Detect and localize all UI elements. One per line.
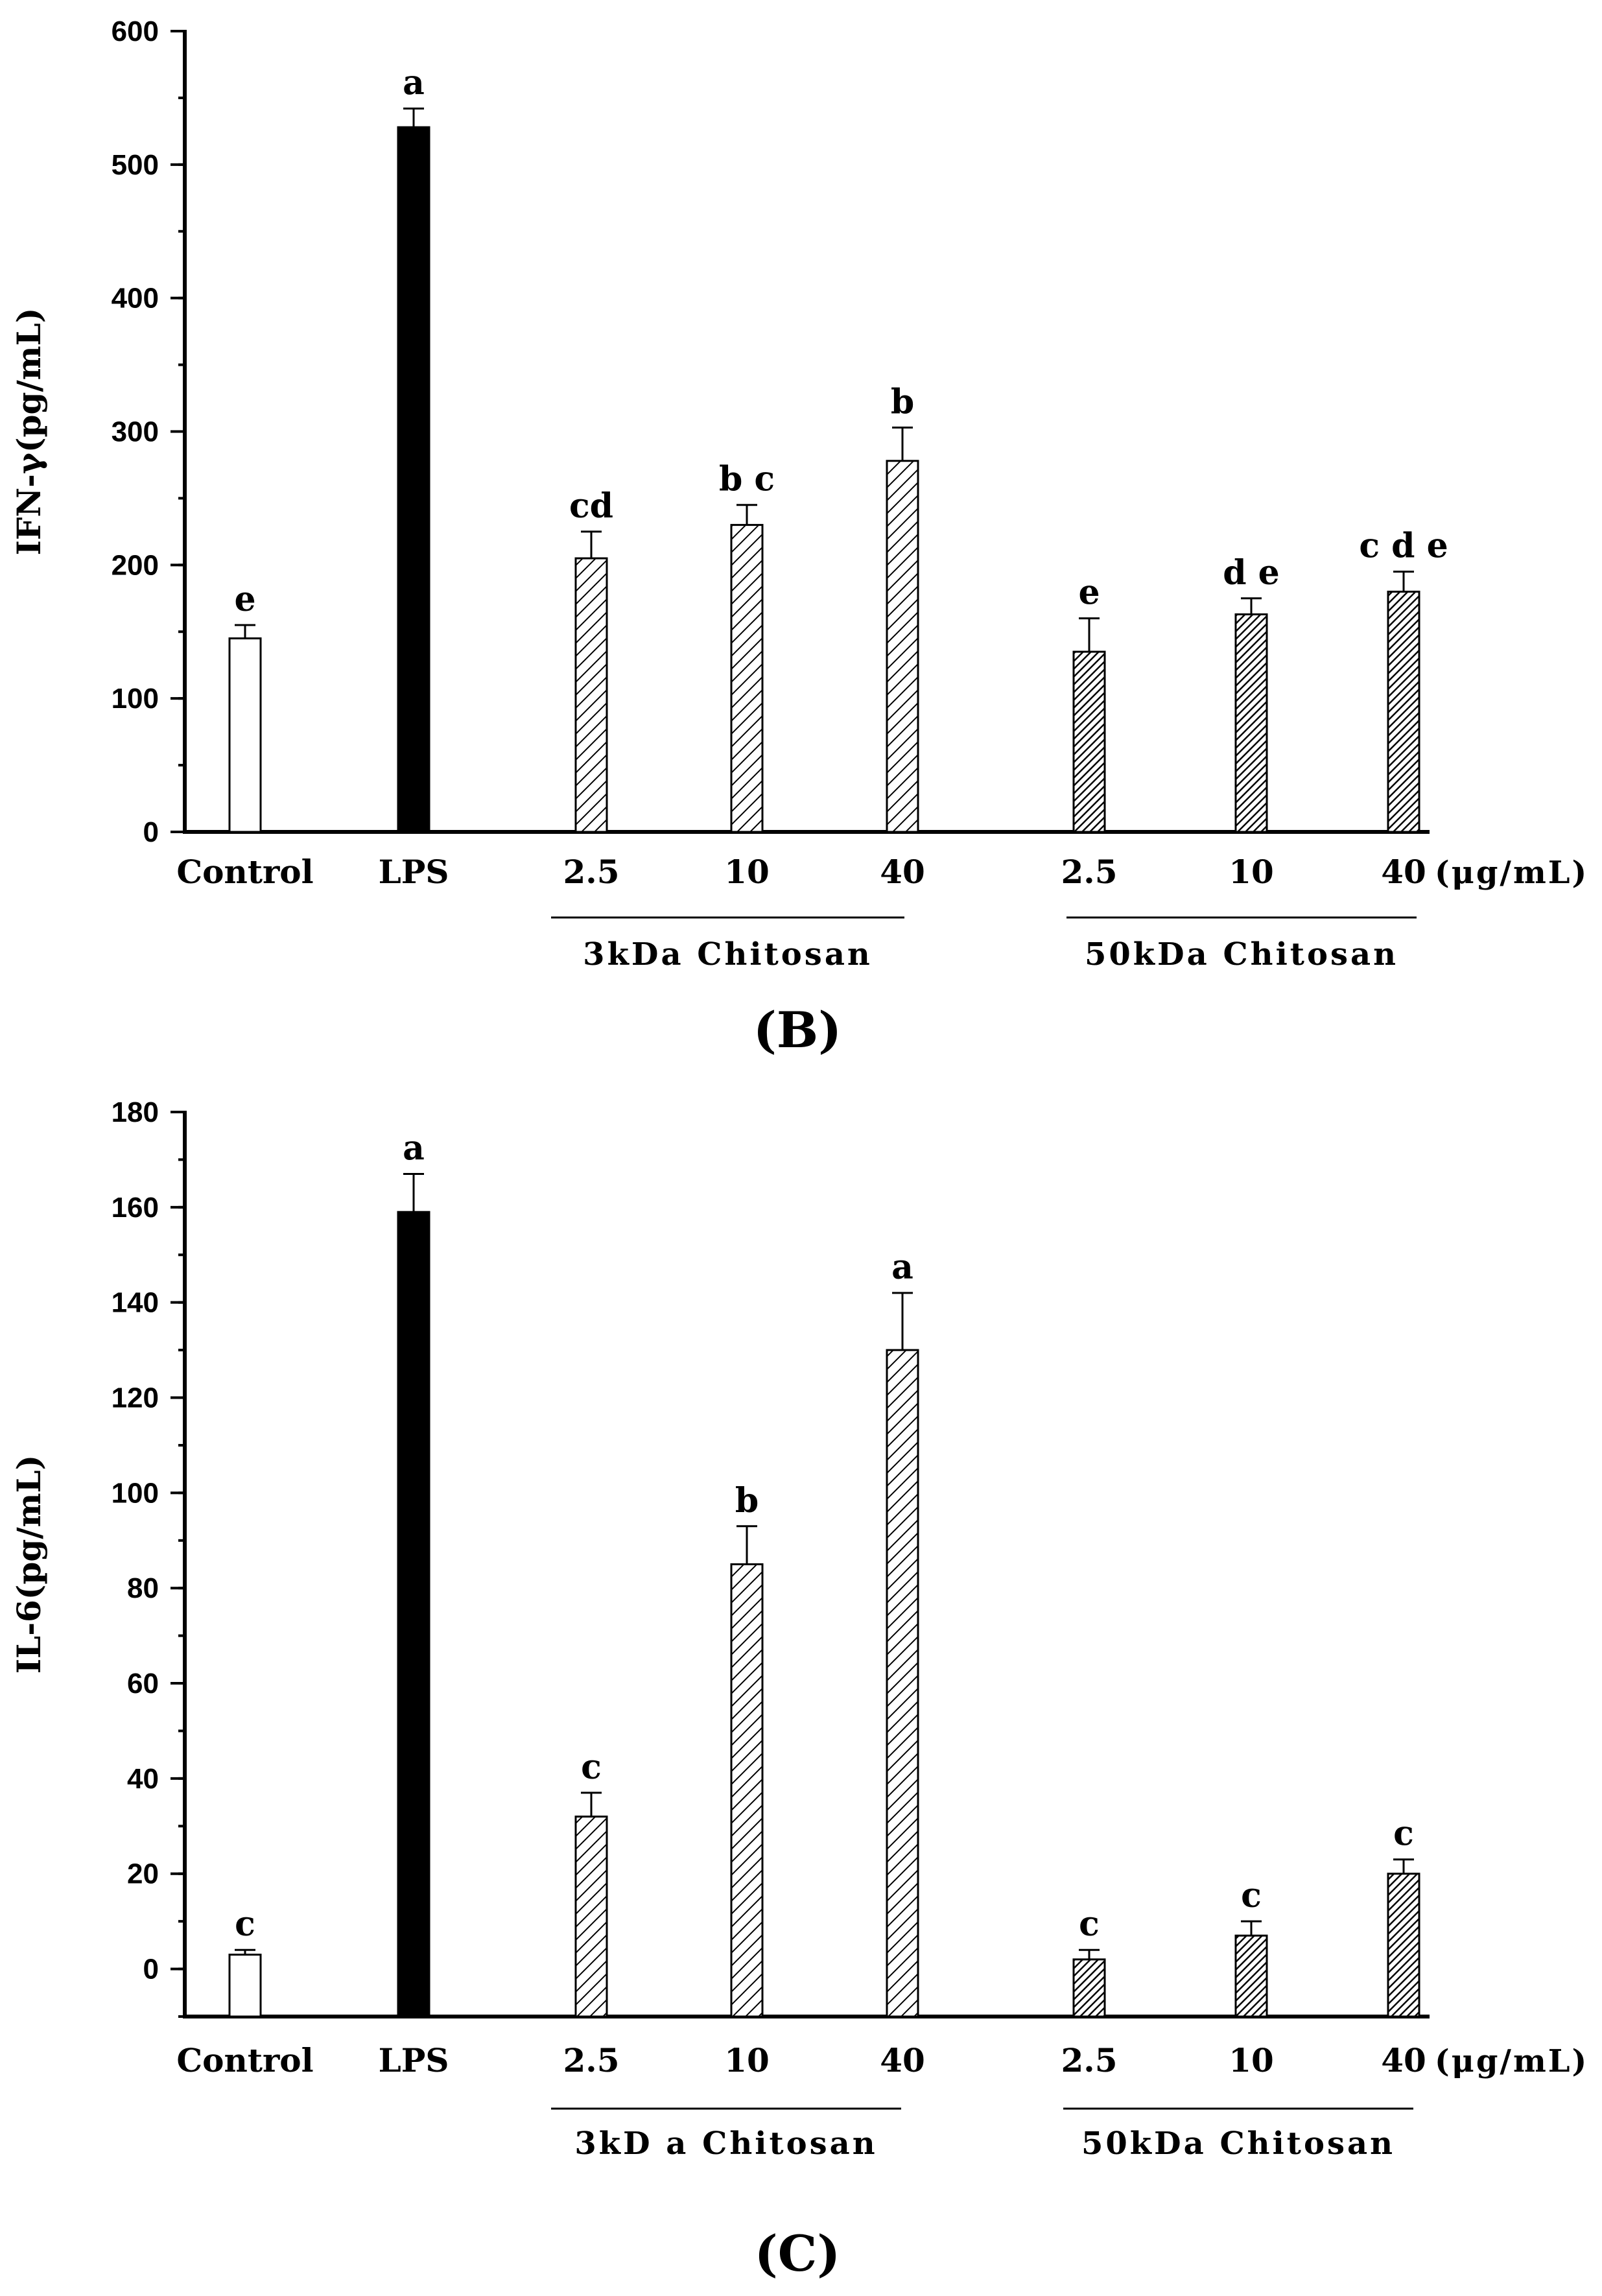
significance-label: b bbox=[891, 382, 914, 421]
group-label: 50kDa Chitosan bbox=[1081, 2125, 1395, 2162]
x-category-label: 2.5 bbox=[563, 2041, 620, 2079]
x-category-label: 40 bbox=[880, 853, 925, 891]
bar bbox=[1072, 1958, 1106, 2018]
x-category-label: 10 bbox=[1229, 853, 1274, 891]
bar bbox=[1234, 1934, 1268, 2018]
y-tick-label: 600 bbox=[112, 16, 159, 47]
bar bbox=[228, 637, 262, 833]
y-axis-label: IFN-γ(pg/mL) bbox=[10, 308, 48, 556]
bar bbox=[886, 1349, 919, 2018]
significance-label: c bbox=[581, 1747, 602, 1787]
x-category-label: 40 bbox=[1381, 2041, 1426, 2079]
significance-label: c bbox=[1079, 1904, 1100, 1944]
x-category-label: 2.5 bbox=[1061, 853, 1118, 891]
bar bbox=[730, 1563, 764, 2018]
y-tick-label: 60 bbox=[127, 1668, 159, 1699]
bar bbox=[730, 524, 764, 833]
y-tick-label: 160 bbox=[112, 1192, 159, 1224]
x-category-label: 10 bbox=[1229, 2041, 1274, 2079]
x-category-label: Control bbox=[176, 2041, 313, 2079]
significance-label: b bbox=[735, 1481, 759, 1521]
group-label: 3kDa Chitosan bbox=[583, 936, 873, 973]
y-tick-label: 200 bbox=[112, 549, 159, 581]
significance-label: d e bbox=[1223, 553, 1280, 593]
significance-label: c d e bbox=[1359, 527, 1448, 566]
y-tick-label: 500 bbox=[112, 149, 159, 181]
x-category-label: Control bbox=[176, 853, 313, 891]
significance-label: a bbox=[891, 1248, 913, 1287]
bar bbox=[1234, 613, 1268, 833]
panel-label: (C) bbox=[755, 2225, 840, 2282]
bar bbox=[228, 1954, 262, 2018]
chart-il-6: 0 20 40 60 80 100 120 140 160 180 IL-6(pg/mL) c Cont… bbox=[10, 1096, 1588, 2282]
group-label: 3kD a Chitosan bbox=[574, 2125, 877, 2162]
significance-label: cd bbox=[569, 486, 613, 526]
y-tick-label: 120 bbox=[112, 1382, 159, 1414]
bar bbox=[397, 1211, 430, 2018]
significance-label: e bbox=[1078, 573, 1100, 613]
y-tick-label: 20 bbox=[127, 1858, 159, 1890]
y-tick-label: 300 bbox=[112, 416, 159, 448]
x-category-label: 2.5 bbox=[563, 853, 620, 891]
y-tick-label: 180 bbox=[112, 1096, 159, 1128]
bar bbox=[397, 126, 430, 833]
x-unit-label: (μg/mL) bbox=[1435, 2043, 1588, 2079]
y-tick-label: 140 bbox=[112, 1287, 159, 1319]
bar bbox=[1387, 591, 1420, 833]
significance-label: c bbox=[1241, 1876, 1262, 1915]
y-tick-label: 100 bbox=[112, 1477, 159, 1509]
x-category-label: 40 bbox=[880, 2041, 925, 2079]
bar bbox=[574, 557, 608, 833]
y-tick-label: 400 bbox=[112, 283, 159, 314]
y-tick-label: 80 bbox=[127, 1572, 159, 1604]
x-category-label: 2.5 bbox=[1061, 2041, 1118, 2079]
x-unit-label: (μg/mL) bbox=[1435, 855, 1588, 891]
y-tick-label: 100 bbox=[112, 683, 159, 715]
y-tick-label: 0 bbox=[143, 816, 159, 848]
x-category-label: 10 bbox=[724, 2041, 770, 2079]
significance-label: c bbox=[1393, 1814, 1414, 1854]
y-tick-label: 40 bbox=[127, 1763, 159, 1795]
y-tick-label: 0 bbox=[143, 1954, 159, 1985]
x-category-label: LPS bbox=[379, 853, 449, 891]
group-label: 50kDa Chitosan bbox=[1085, 936, 1398, 973]
significance-label: b c bbox=[719, 460, 775, 499]
bar bbox=[886, 460, 919, 833]
chart-ifn-gamma: 0 100 200 300 400 500 600 IFN-γ(pg/mL) e Control a… bbox=[10, 16, 1588, 1059]
panel-label: (B) bbox=[753, 1001, 842, 1059]
significance-label: c bbox=[235, 1904, 255, 1944]
bar bbox=[574, 1816, 608, 2018]
x-category-label: 10 bbox=[724, 853, 770, 891]
x-category-label: LPS bbox=[379, 2041, 449, 2079]
significance-label: a bbox=[403, 1128, 425, 1168]
bar bbox=[1387, 1873, 1420, 2018]
significance-label: e bbox=[234, 580, 255, 619]
y-axis-label: IL-6(pg/mL) bbox=[10, 1455, 48, 1674]
x-category-label: 40 bbox=[1381, 853, 1426, 891]
significance-label: a bbox=[403, 63, 425, 102]
bar bbox=[1072, 650, 1106, 833]
